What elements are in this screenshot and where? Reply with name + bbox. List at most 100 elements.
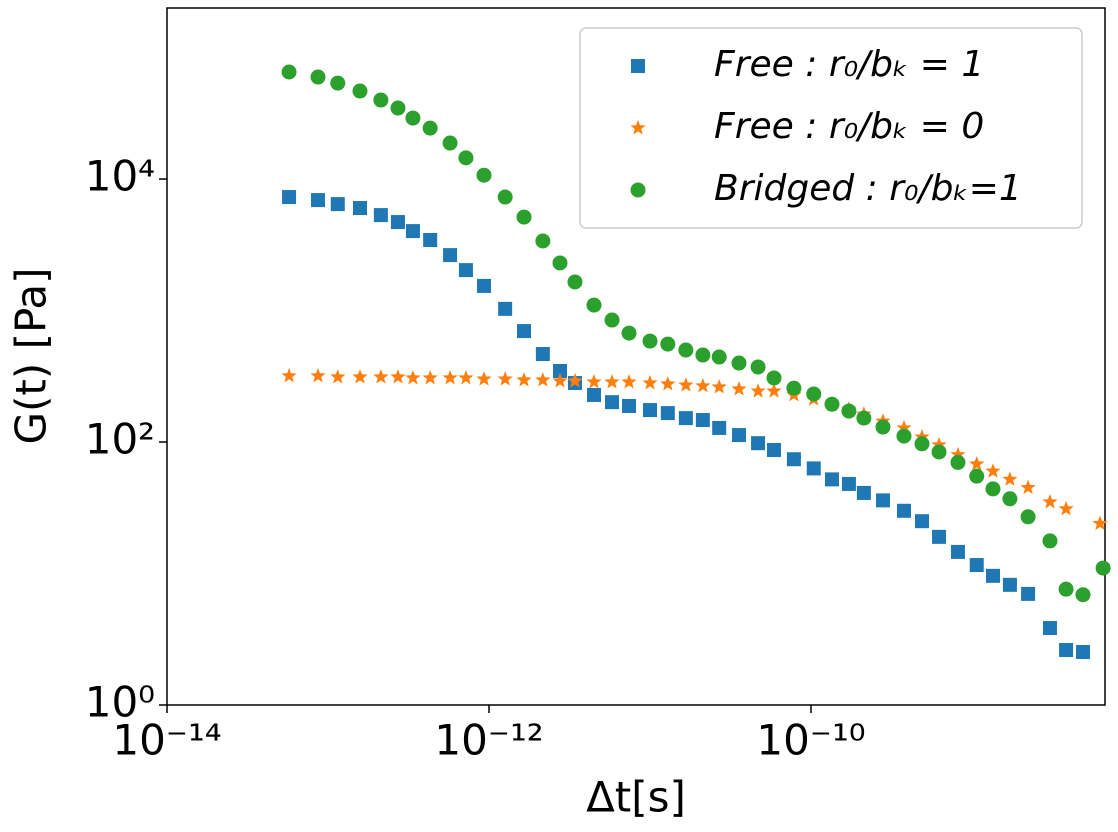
data-point <box>824 472 839 487</box>
data-point <box>373 208 388 223</box>
data-point <box>875 493 890 508</box>
legend-marker <box>630 182 646 198</box>
data-point <box>330 75 346 91</box>
data-point <box>497 189 513 205</box>
y-tick-label: 10⁴ <box>85 152 155 201</box>
data-point <box>642 333 658 349</box>
data-point <box>766 370 782 386</box>
data-point <box>422 370 438 385</box>
data-point <box>423 232 438 247</box>
data-point <box>750 383 766 398</box>
data-point <box>875 419 891 435</box>
data-point <box>352 369 368 384</box>
data-point <box>896 419 912 435</box>
data-point <box>660 406 675 421</box>
data-point <box>535 372 551 387</box>
data-point <box>1058 500 1074 516</box>
data-point <box>535 233 551 249</box>
data-point <box>442 370 458 385</box>
data-point <box>622 398 637 413</box>
data-point <box>604 312 620 328</box>
y-axis-label: G(t) [Pa] <box>7 267 56 444</box>
data-point <box>896 428 912 444</box>
data-point <box>422 120 438 136</box>
legend-marker <box>631 59 645 73</box>
data-point <box>1042 533 1058 549</box>
data-point <box>643 403 658 418</box>
data-point <box>352 83 368 99</box>
data-point <box>642 375 658 390</box>
data-point <box>390 100 406 116</box>
data-point <box>695 413 710 428</box>
data-point <box>824 396 840 412</box>
data-point <box>458 263 473 278</box>
data-point <box>311 193 326 208</box>
data-point <box>896 503 911 518</box>
data-point <box>390 215 405 230</box>
data-point <box>330 197 345 212</box>
data-point <box>841 476 856 491</box>
data-point <box>567 373 583 388</box>
data-point <box>985 463 1001 478</box>
data-point <box>969 558 984 573</box>
data-point <box>731 355 747 371</box>
data-point <box>330 369 346 384</box>
data-point <box>517 324 532 339</box>
data-point <box>712 420 727 435</box>
data-point <box>711 349 727 365</box>
data-point <box>586 297 602 313</box>
legend-box <box>579 27 1083 229</box>
data-point <box>476 371 492 386</box>
data-point <box>1042 494 1058 509</box>
data-point <box>621 374 637 389</box>
data-point <box>604 374 620 389</box>
data-point <box>695 347 711 363</box>
data-point <box>1042 621 1057 636</box>
data-point <box>786 452 801 467</box>
data-point <box>498 301 513 316</box>
data-point <box>731 381 747 396</box>
data-point <box>552 255 568 271</box>
data-point <box>587 387 602 402</box>
data-point <box>516 372 532 387</box>
data-point <box>914 514 929 529</box>
data-point <box>458 150 474 166</box>
data-point <box>1002 471 1018 486</box>
data-point <box>931 444 947 460</box>
data-point <box>1021 586 1036 601</box>
data-point <box>806 461 821 476</box>
legend-label: Free : r₀/bₖ = 1 <box>714 44 984 85</box>
data-point <box>1020 479 1036 495</box>
data-point <box>497 371 513 386</box>
data-point <box>678 342 694 358</box>
legend-label: Free : r₀/bₖ = 0 <box>714 106 984 147</box>
data-point <box>535 347 550 362</box>
data-point <box>950 454 966 470</box>
data-point <box>443 248 458 263</box>
data-point <box>458 370 474 385</box>
data-point <box>969 456 985 471</box>
data-point <box>405 370 421 385</box>
data-point <box>373 369 389 384</box>
data-point <box>806 386 822 402</box>
data-point <box>552 363 567 378</box>
data-point <box>856 410 872 426</box>
legend-marker <box>630 120 646 135</box>
data-point <box>1075 587 1091 603</box>
data-point <box>373 92 389 108</box>
data-point <box>731 428 746 443</box>
data-point <box>786 380 802 396</box>
data-point <box>1002 577 1017 592</box>
data-point <box>932 529 947 544</box>
plot-frame <box>166 7 1106 706</box>
data-point <box>1059 643 1074 658</box>
data-point <box>1058 581 1074 597</box>
data-point <box>442 135 458 151</box>
data-point <box>390 369 406 384</box>
x-tick-label: 10⁻¹⁰ <box>756 716 865 765</box>
data-point <box>352 201 367 216</box>
data-point <box>856 485 871 500</box>
data-point <box>1075 644 1090 659</box>
data-point <box>281 368 297 383</box>
